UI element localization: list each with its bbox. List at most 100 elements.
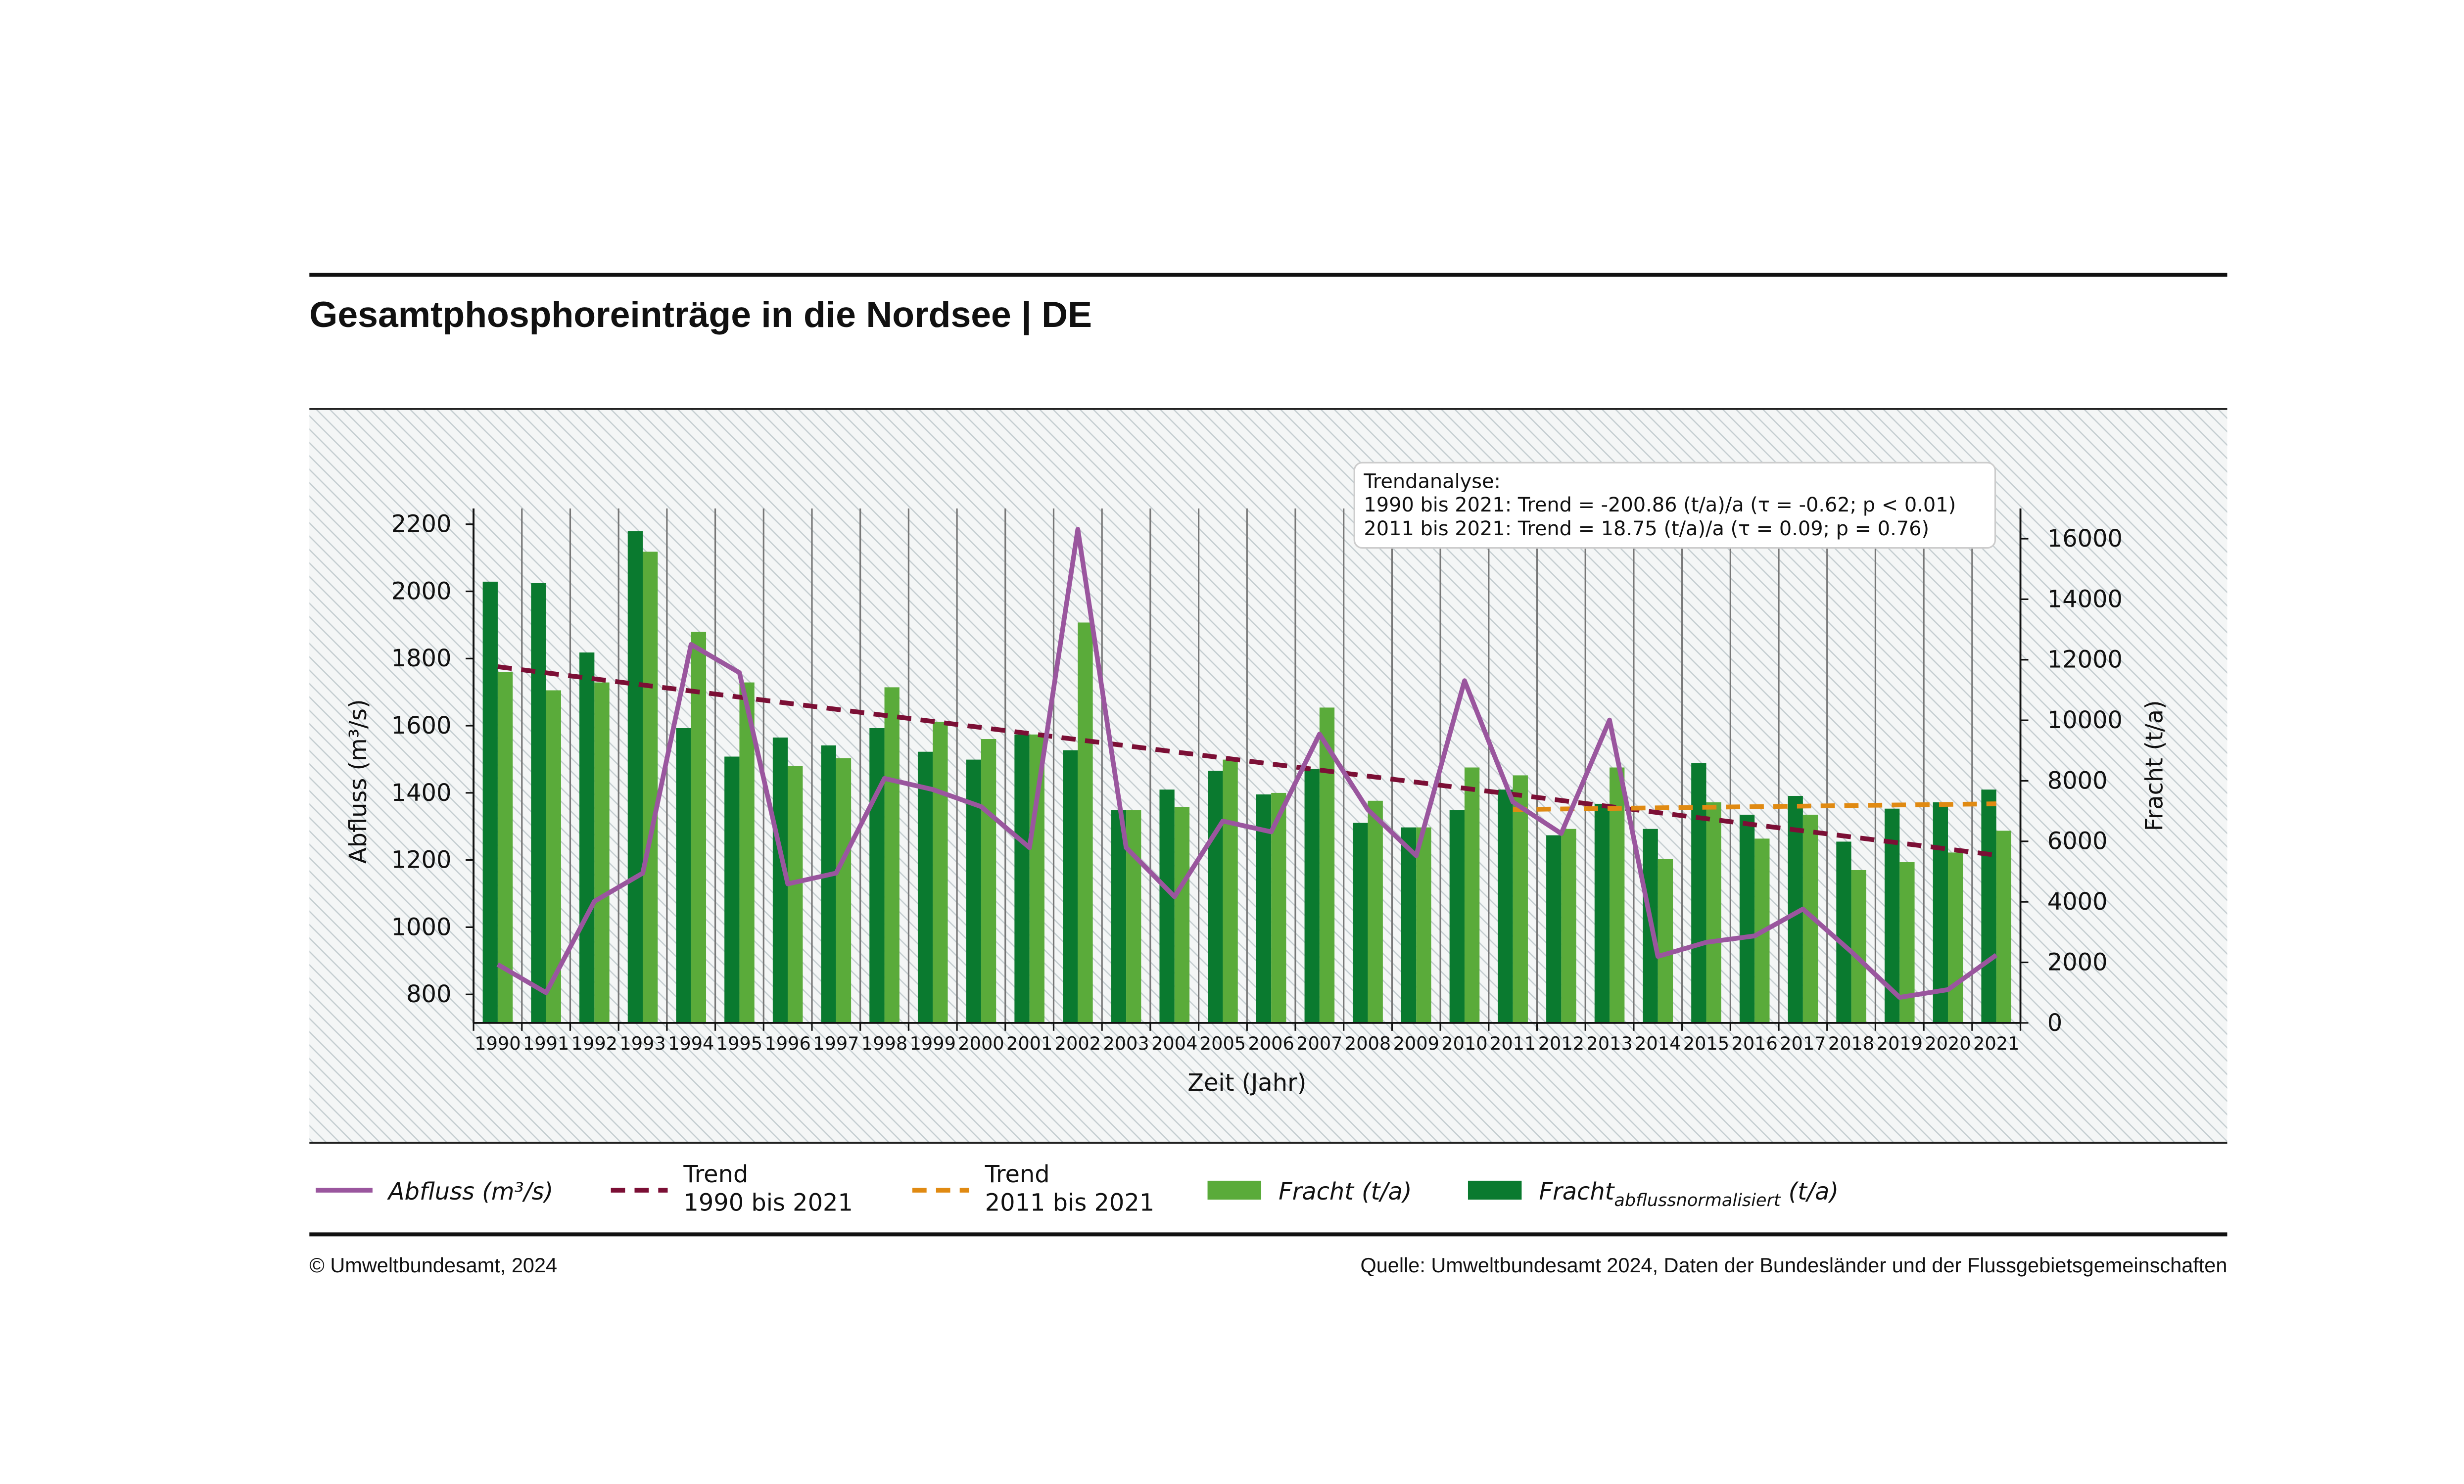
annotation-line: 2011 bis 2021: Trend = 18.75 (t/a)/a (τ … [1364,517,1929,540]
source: Quelle: Umweltbundesamt 2024, Daten der … [1360,1253,2227,1277]
bar [1063,750,1078,1023]
x-tick-label: 1992 [571,1033,617,1054]
legend-label: Frachtabflussnormalisiert (t/a) [1539,1178,1839,1210]
bar [917,751,933,1023]
x-tick-label: 1994 [668,1033,714,1054]
line [496,527,1998,1000]
y-axis-label: Abfluss (m³/s) [345,699,372,864]
legend-swatch [1207,1180,1262,1200]
bar [724,756,740,1023]
y-tick-label: 2200 [391,511,452,538]
legend-label: 1990 bis 2021 [683,1190,853,1217]
bar [1739,814,1755,1023]
legend-label: Abfluss (m³/s) [387,1178,554,1206]
x-tick-label: 1995 [716,1033,762,1054]
bar [869,728,885,1023]
bar [676,728,691,1023]
x-tick-label: 1996 [764,1033,810,1054]
bar [482,581,498,1023]
x-tick-label: 2015 [1683,1033,1729,1054]
legend-label: Fracht (t/a) [1279,1178,1412,1206]
y-tick-label: 1600 [391,712,452,740]
legend-text-part: (t/a) [1362,1178,1412,1206]
y2-tick-label: 12000 [2047,647,2123,674]
y2-tick-label: 2000 [2047,949,2108,976]
y-tick-label: 1000 [391,914,452,941]
x-tick-label: 2002 [1055,1033,1101,1054]
bar [1159,789,1175,1023]
x-tick-label: 2017 [1780,1033,1826,1054]
annotation-line: Trendanalyse: [1363,470,1501,493]
bar [1546,835,1562,1023]
legend-swatch [1468,1180,1522,1200]
x-tick-label: 2014 [1635,1033,1681,1054]
legend-text-part: abflussnormalisiert [1614,1190,1781,1210]
x-tick-label: 2006 [1248,1033,1294,1054]
bar [1174,807,1190,1023]
bar [1368,800,1383,1023]
bar [1126,810,1141,1023]
x-tick-label: 2012 [1538,1033,1584,1054]
legend-label: Trend [985,1161,1050,1188]
bar [1658,859,1673,1023]
bar [643,552,658,1023]
x-tick-label: 2007 [1296,1033,1342,1054]
bar [933,722,948,1023]
x-tick-label: 2019 [1877,1033,1923,1054]
bar [821,745,836,1023]
bar [1078,622,1093,1023]
x-tick-label: 2016 [1732,1033,1778,1054]
bar [1449,810,1465,1023]
bar [1304,769,1320,1023]
y-tick-label: 1200 [391,847,452,874]
y2-axis-label: Fracht (t/a) [2141,700,2169,831]
legend-text-part: Abfluss (m³/s) [387,1178,554,1206]
bar [1513,775,1528,1023]
y2-tick-label: 14000 [2047,586,2123,613]
x-tick-label: 2004 [1151,1033,1197,1054]
bar [1498,789,1513,1023]
legend-text-part: Fracht [1279,1178,1355,1206]
x-tick-label: 1991 [523,1033,569,1054]
bar [1319,707,1335,1023]
bar [1014,734,1030,1023]
bar [1933,802,1948,1023]
bar [1981,789,1996,1023]
x-tick-label: 2020 [1925,1033,1971,1054]
x-tick-label: 2018 [1828,1033,1874,1054]
bar [1223,759,1238,1023]
y-tick-label: 2000 [391,578,452,605]
y-tick-label: 1400 [391,780,452,807]
y-tick-label: 800 [406,981,451,1008]
bar [1706,802,1721,1023]
bar [788,766,803,1023]
legend-text-part: Fracht [1539,1178,1615,1206]
x-tick-label: 2021 [1973,1033,2019,1054]
x-tick-label: 2005 [1200,1033,1246,1054]
bar [884,687,900,1023]
bar [1416,827,1431,1023]
bar [1996,831,2011,1023]
bar [1594,803,1610,1023]
legend-label: 2011 bis 2021 [985,1190,1155,1217]
x-tick-label: 2013 [1586,1033,1632,1054]
x-tick-label: 2001 [1006,1033,1052,1054]
bar [1836,841,1851,1023]
bar [1691,763,1706,1023]
legend-text-part: (t/a) [1789,1178,1839,1206]
bar [1947,852,1963,1023]
legend-label: Trend [683,1161,748,1188]
bar [836,758,852,1023]
page-title: Gesamtphosphoreinträge in die Nordsee | … [309,294,1092,335]
x-tick-label: 1998 [861,1033,907,1054]
x-tick-label: 1999 [910,1033,956,1054]
annotation-box [1353,462,1996,549]
x-tick-label: 1993 [619,1033,665,1054]
x-tick-label: 2003 [1103,1033,1149,1054]
x-tick-label: 2009 [1393,1033,1439,1054]
y2-tick-label: 16000 [2047,525,2123,553]
y2-tick-label: 6000 [2047,828,2108,855]
bar [1464,767,1480,1023]
